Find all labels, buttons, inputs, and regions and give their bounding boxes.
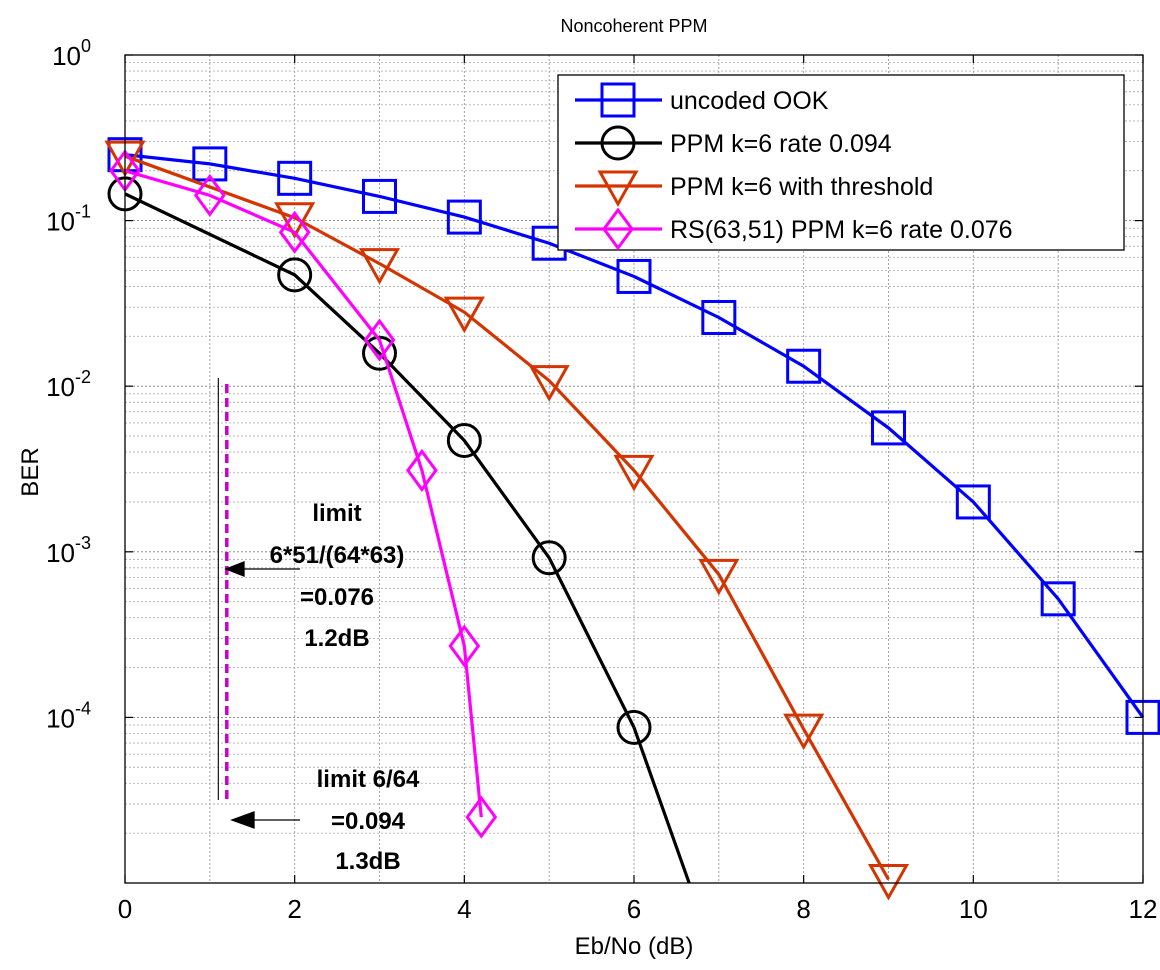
data-point-square — [446, 199, 482, 235]
limit-lines — [217, 378, 229, 800]
series-line — [124, 153, 1145, 719]
legend-label: RS(63,51) PPM k=6 rate 0.076 — [670, 216, 1013, 244]
data-point-circle — [277, 257, 313, 293]
data-point-triangle-down — [783, 713, 825, 751]
data-point-circle — [616, 709, 652, 745]
data-point-square — [701, 299, 737, 335]
annotation-limit-top-line2: 6*51/(64*63) — [270, 542, 405, 569]
data-point-triangle-down — [597, 170, 639, 208]
legend-label: uncoded OOK — [670, 87, 829, 115]
x-tick-label: 0 — [118, 894, 132, 924]
x-tick-label: 2 — [287, 894, 301, 924]
data-point-square — [1040, 581, 1076, 617]
data-point-diamond — [465, 795, 498, 839]
data-point-square — [600, 82, 636, 118]
x-tick-label: 6 — [627, 894, 641, 924]
y-tick-label: 10-2 — [46, 367, 91, 402]
annotation-limit-bottom-line3: 1.3dB — [335, 848, 400, 875]
x-tick-label: 4 — [457, 894, 471, 924]
data-point-square — [616, 258, 652, 294]
data-point-triangle-down — [698, 558, 740, 596]
legend-entry-1: uncoded OOK — [575, 82, 829, 118]
data-point-square — [871, 410, 906, 446]
data-point-triangle-down — [613, 454, 655, 492]
series-line — [124, 154, 890, 881]
y-tick-label: 10-1 — [46, 202, 91, 237]
annotation-limit-top-line1: limit — [312, 500, 361, 527]
annotation-limit-bottom-line2: =0.094 — [331, 808, 406, 835]
data-point-diamond — [363, 318, 396, 362]
y-axis-label: BER — [17, 447, 44, 496]
data-point-triangle-down — [443, 296, 485, 334]
y-tick-label: 10-3 — [46, 533, 91, 568]
data-point-diamond — [448, 624, 481, 668]
series-3 — [104, 140, 910, 901]
data-point-square — [277, 160, 313, 196]
chart-title: Noncoherent PPM — [560, 16, 707, 36]
data-point-triangle-down — [528, 365, 570, 402]
x-tick-label: 12 — [1129, 894, 1158, 924]
data-point-circle — [446, 423, 482, 459]
data-point-square — [955, 484, 991, 520]
data-point-triangle-down — [274, 202, 316, 239]
data-point-circle — [600, 125, 636, 161]
annotation-limit-bottom-line1: limit 6/64 — [317, 766, 420, 793]
data-point-square — [786, 348, 822, 384]
legend-entry-4: RS(63,51) PPM k=6 rate 0.076 — [575, 207, 1013, 251]
data-point-diamond — [278, 210, 311, 254]
legend: uncoded OOK PPM k=6 rate 0.094 PPM k=6 wit… — [557, 74, 1125, 251]
x-axis-label: Eb/No (dB) — [575, 933, 694, 960]
legend-box — [557, 74, 1125, 251]
data-point-diamond — [602, 207, 634, 251]
axis-ticks: 0 2 4 6 8 10 12 100 10-1 10-2 10-3 10-4 — [46, 36, 1157, 924]
legend-entry-2: PPM k=6 rate 0.094 — [575, 125, 892, 161]
legend-label: PPM k=6 with threshold — [670, 173, 933, 201]
y-tick-label: 10-4 — [46, 698, 91, 733]
series-line — [124, 192, 636, 729]
data-point-circle — [362, 335, 397, 371]
arrow-limit-bottom — [230, 811, 300, 829]
data-point-square — [362, 178, 397, 214]
annotations: limit 6*51/(64*63) =0.076 1.2dB limit 6/… — [224, 500, 420, 875]
y-tick-label: 100 — [52, 36, 91, 71]
x-tick-label: 8 — [796, 894, 810, 924]
arrow-limit-top — [224, 561, 300, 577]
data-point-diamond — [193, 173, 226, 217]
legend-label: PPM k=6 rate 0.094 — [670, 130, 892, 158]
annotation-limit-top-line3: =0.076 — [300, 584, 374, 611]
series-4 — [109, 149, 498, 839]
data-point-circle — [531, 540, 567, 576]
data-point-triangle-down — [358, 248, 401, 285]
data-point-diamond — [406, 448, 438, 492]
data-point-triangle-down — [867, 863, 910, 901]
legend-entry-3: PPM k=6 with threshold — [575, 170, 933, 208]
annotation-limit-top-line4: 1.2dB — [304, 625, 369, 652]
data-point-square — [192, 146, 228, 182]
series-line — [124, 169, 483, 818]
series-line-tail — [632, 726, 691, 884]
x-tick-label: 10 — [959, 894, 988, 924]
